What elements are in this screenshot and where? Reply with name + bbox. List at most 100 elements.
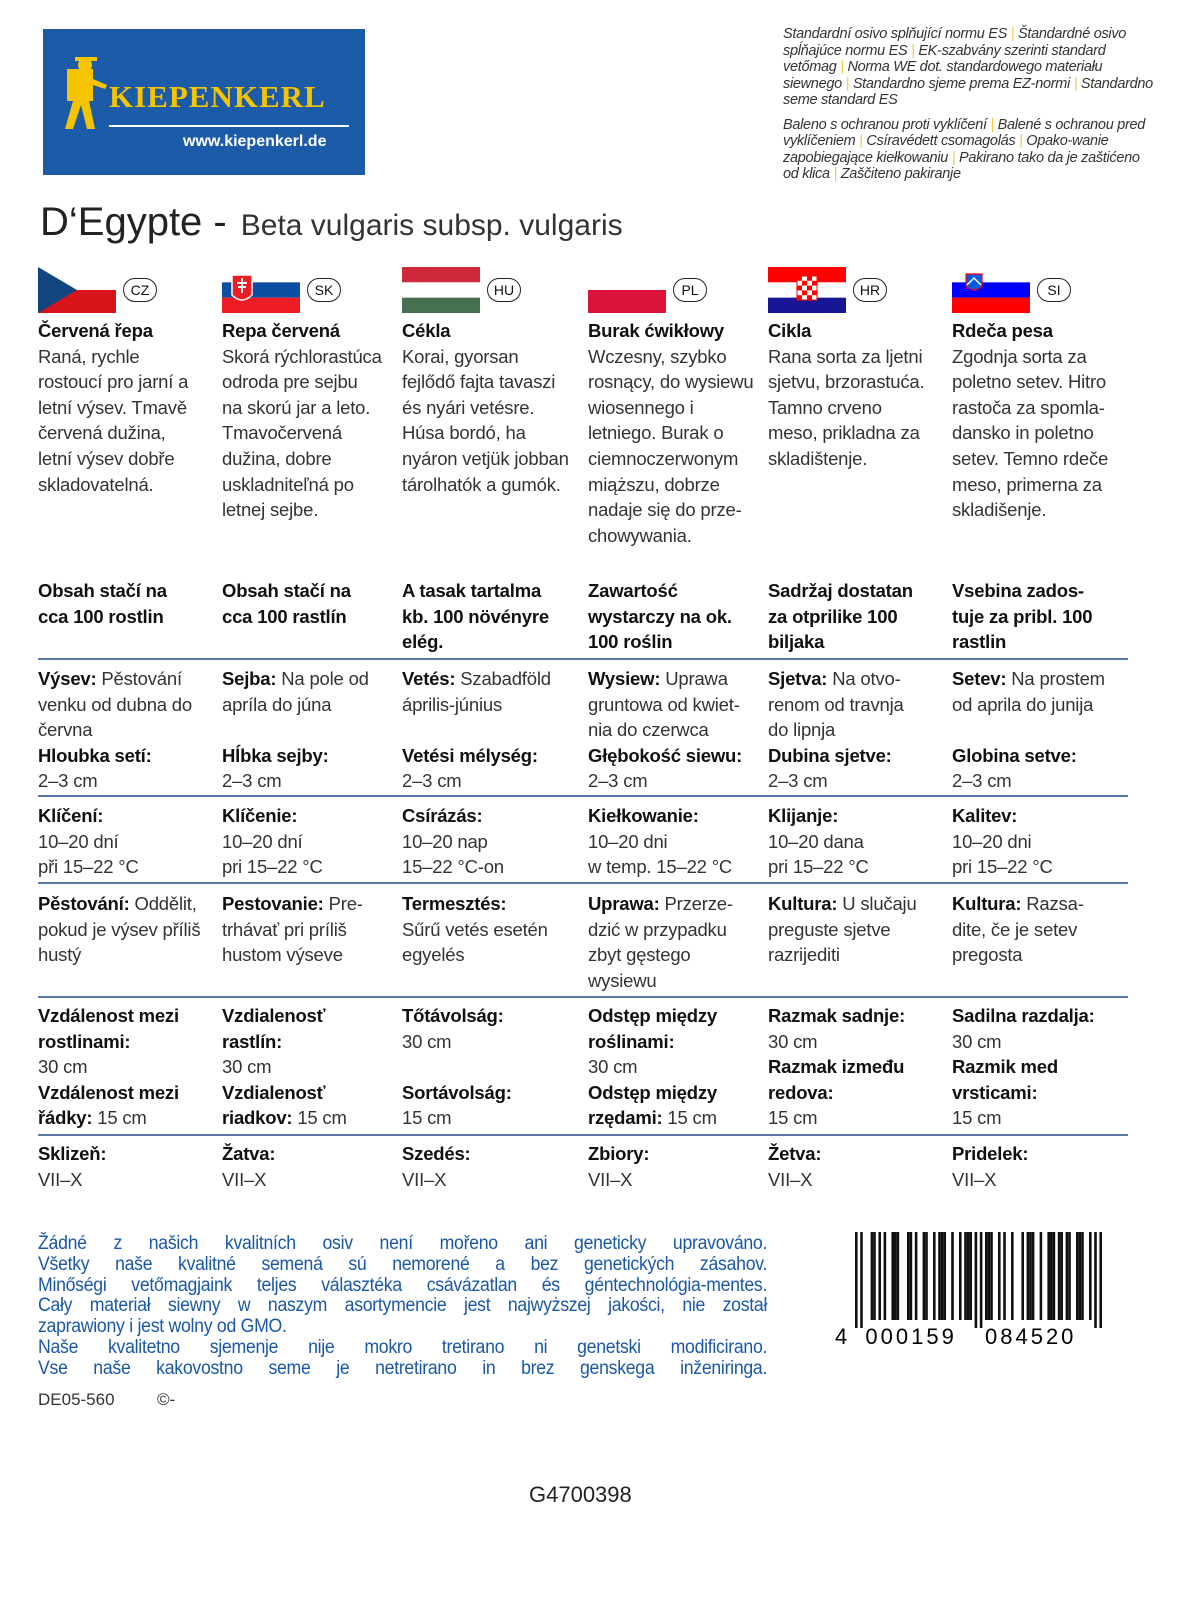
field-value: 15 cm <box>662 1107 717 1129</box>
barcode-bar <box>1050 1232 1053 1320</box>
description: Raná, rychle rostoucí pro jarní a letní … <box>38 345 189 495</box>
seed-contents: Vsebina zados- tuje za pribl. 100 rastli… <box>952 578 1140 655</box>
field-label: Vzdialenosť rastlín: <box>222 1005 326 1052</box>
field-value: VII–X <box>768 1168 813 1190</box>
country-code-badge: SK <box>307 278 341 302</box>
field-label: Razmik med vrsticami: <box>952 1056 1058 1103</box>
field-label: Odstęp między roślinami: <box>588 1005 717 1052</box>
logo-rule <box>109 125 349 127</box>
barcode-bar <box>1057 1232 1061 1320</box>
field-value: 30 cm <box>38 1056 88 1078</box>
barcode-bar <box>855 1232 858 1328</box>
field-value: Na pole od apríla do júna <box>222 668 369 715</box>
standard-seed-statement: Standardní osivo splňující normu ES | Št… <box>783 26 1153 109</box>
field-label: Tőtávolság: <box>402 1005 504 1026</box>
separator: | <box>1015 133 1027 149</box>
flag-sk-icon <box>222 267 300 313</box>
spacing-info: Tőtávolság: 30 cm Sortávolság: 15 cm <box>402 1003 590 1131</box>
ean-barcode: 4 000159 084520 <box>835 1232 1102 1349</box>
field-label: Pěstování: <box>38 893 130 914</box>
barcode-bar <box>1078 1232 1082 1320</box>
barcode-bar <box>969 1232 972 1320</box>
seed-contents: Obsah stačí na cca 100 rostlin <box>38 578 226 629</box>
field-label: Vetés: <box>402 668 456 689</box>
norm-text: Opako-wanie zapobiegające kiełkowaniu <box>783 133 1109 166</box>
field-label: Csírázás: <box>402 805 483 826</box>
field-label: Globina setve: <box>952 744 1077 766</box>
country-code-badge: HR <box>853 278 887 302</box>
separator: | <box>907 42 919 59</box>
sowing-info: Vetés: Szabadföld április-június Vetési … <box>402 666 590 794</box>
field-value: 15 cm <box>952 1107 1002 1129</box>
norm-text: Balené s ochranou pred vyklíčeniem <box>783 116 1146 150</box>
field-label: Kalitev: <box>952 805 1018 826</box>
field-value: 30 cm <box>952 1030 1002 1052</box>
crop-name: Červená řepa <box>38 320 153 341</box>
barcode-bar <box>1081 1232 1084 1320</box>
field-label: Sortávolság: <box>402 1081 512 1103</box>
field-value: VII–X <box>222 1168 267 1190</box>
barcode-bar <box>1029 1232 1032 1320</box>
gmo-line: Naše kvalitetno sjemenje nije mokro tret… <box>38 1336 768 1358</box>
gmo-line: zaprawiony i jest wolny od GMO. <box>38 1316 287 1338</box>
section-divider <box>38 1134 1128 1136</box>
seed-contents: A tasak tartalma kb. 100 növényre elég. <box>402 578 590 655</box>
country-code-badge: PL <box>673 278 707 302</box>
field-value: 30 cm <box>768 1030 818 1052</box>
copyright-mark: ©- <box>157 1390 176 1409</box>
norm-text: Csíravédett csomagolás <box>866 133 1016 149</box>
language-block-si: Rdeča pesa Zgodnja sorta za poletno sete… <box>952 318 1140 523</box>
field-value: VII–X <box>588 1168 633 1190</box>
separator: | <box>948 149 959 166</box>
field-value: 2–3 cm <box>952 770 1012 792</box>
barcode-bar <box>1065 1232 1069 1320</box>
field-value: Przerze- dzić w przypadku zbyt gęstego w… <box>588 893 733 991</box>
country-code-badge: SI <box>1037 278 1071 302</box>
harvest-info: Szedés: VII–X <box>402 1141 590 1192</box>
sowing-info: Sjetva: Na otvo- renom od travnja do lip… <box>768 666 956 794</box>
germination-info: Klíčení: 10–20 dní při 15–22 °C <box>38 803 226 880</box>
contents-text: Zawartość wystarczy na ok. 100 roślin <box>588 580 732 653</box>
barcode-bar <box>959 1232 962 1320</box>
field-label: Sejba: <box>222 668 277 689</box>
field-label: Zbiory: <box>588 1143 650 1164</box>
germination-info: Csírázás: 10–20 nap 15–22 °C-on <box>402 803 590 880</box>
field-value: Na otvo- renom od travnja do lipnja <box>768 668 904 741</box>
field-label: Razmak između redova: <box>768 1056 905 1103</box>
contents-text: Obsah stačí na cca 100 rastlín <box>222 580 351 627</box>
field-label: Termesztés: <box>402 893 507 914</box>
spacing-info: Razmak sadnje: 30 cm Razmak između redov… <box>768 1003 956 1131</box>
cultivation-info: Termesztés: Sűrű vetés esetén egyelés <box>402 891 590 968</box>
barcode-bar <box>1076 1232 1079 1320</box>
sowing-info: Setev: Na prostem od aprila do junija Gl… <box>952 666 1140 794</box>
barcode-bar <box>896 1232 900 1320</box>
barcode-bar <box>1094 1232 1097 1328</box>
contents-text: Obsah stačí na cca 100 rostlin <box>38 580 167 627</box>
seed-contents: Sadržaj dostatan za otprilike 100 biljak… <box>768 578 956 655</box>
field-label: Uprawa: <box>588 893 660 914</box>
field-value: Uprawa gruntowa od kwiet- nia do czerwca <box>588 668 740 741</box>
barcode-bar <box>966 1232 970 1320</box>
packaging-statement: Baleno s ochranou proti vyklíčení | Bale… <box>783 117 1153 183</box>
language-block-sk: Repa červená Skorá rýchlorastúca odroda … <box>222 318 410 523</box>
field-label: Výsev: <box>38 668 97 689</box>
barcode-bar <box>985 1232 988 1320</box>
language-block-cz: Červená řepa Raná, rychle rostoucí pro j… <box>38 318 226 497</box>
barcode-bar <box>1031 1232 1035 1320</box>
gmo-line: Minőségi vetőmagjaink teljes választéka … <box>38 1274 768 1296</box>
field-value: 10–20 nap 15–22 °C-on <box>402 830 504 878</box>
cultivation-info: Kultura: U slučaju preguste sjetve razri… <box>768 891 956 968</box>
barcode-bar <box>933 1232 936 1320</box>
barcode-bar <box>998 1232 1001 1320</box>
contents-text: Sadržaj dostatan za otprilike 100 biljak… <box>768 580 913 653</box>
gmo-line: Vse naše kakovostno seme je netretirano … <box>38 1357 768 1379</box>
crop-name: Cékla <box>402 320 451 341</box>
field-value: Na prostem od aprila do junija <box>952 668 1105 715</box>
norm-text: Standardno seme standard ES <box>783 75 1153 109</box>
barcode-bar <box>964 1232 967 1320</box>
harvest-info: Pridelek: VII–X <box>952 1141 1140 1192</box>
seed-carrier-figure-icon <box>65 57 107 129</box>
field-label: Wysiew: <box>588 668 661 689</box>
brand-url: www.kiepenkerl.de <box>183 133 327 150</box>
field-label: Žetva: <box>768 1143 822 1164</box>
